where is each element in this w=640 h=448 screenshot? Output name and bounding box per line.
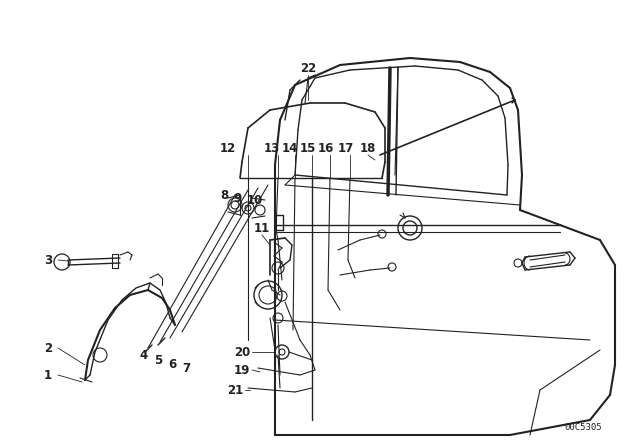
Text: 12: 12: [220, 142, 236, 155]
Text: 9: 9: [234, 191, 242, 204]
Text: 7: 7: [182, 362, 190, 375]
Text: 2: 2: [44, 341, 52, 354]
Text: 19: 19: [234, 363, 250, 376]
Text: 10: 10: [247, 194, 263, 207]
Text: 13: 13: [264, 142, 280, 155]
Text: 15: 15: [300, 142, 316, 155]
Text: 14: 14: [282, 142, 298, 155]
Text: 22: 22: [300, 61, 316, 74]
Text: 1: 1: [44, 369, 52, 382]
Text: 21: 21: [227, 383, 243, 396]
Text: 8: 8: [220, 189, 228, 202]
Text: 5: 5: [154, 353, 162, 366]
Text: 18: 18: [360, 142, 376, 155]
Text: 3: 3: [44, 254, 52, 267]
Text: 16: 16: [318, 142, 334, 155]
Text: 11: 11: [254, 221, 270, 234]
Text: 00C5305: 00C5305: [564, 423, 602, 432]
Text: 17: 17: [338, 142, 354, 155]
Text: 6: 6: [168, 358, 176, 370]
Text: 4: 4: [140, 349, 148, 362]
Text: 20: 20: [234, 345, 250, 358]
